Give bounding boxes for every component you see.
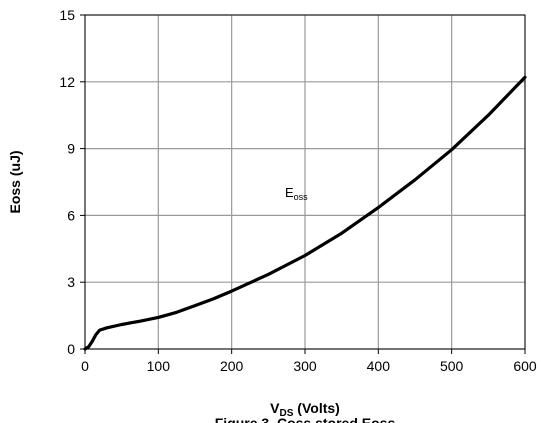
series-layer (83, 75, 527, 351)
figure-caption: Figure 3. Coss stored Eoss (215, 415, 396, 423)
y-tick-label: 15 (59, 7, 75, 23)
y-tick-label: 9 (67, 141, 75, 157)
annotation-main: E (285, 185, 294, 200)
y-tick-label: 0 (67, 341, 75, 357)
tick-labels: 0 100 200 300 400 500 600 0 3 6 9 12 15 (59, 7, 536, 374)
y-tick-label: 12 (59, 74, 75, 90)
x-tick-label: 400 (367, 358, 391, 374)
x-tick-label: 600 (513, 358, 537, 374)
annotation-sub: oss (294, 192, 309, 202)
x-axis-title: VDS (Volts) (270, 400, 340, 419)
x-tick-label: 200 (220, 358, 244, 374)
y-axis-title: Eoss (uJ) (7, 150, 23, 213)
series-annotation: Eoss (285, 185, 308, 202)
y-tick-label: 3 (67, 274, 75, 290)
plot-area-border (84, 14, 526, 350)
x-axis-title-main: V (270, 400, 280, 416)
x-tick-label: 0 (81, 358, 89, 374)
x-tick-label: 100 (147, 358, 171, 374)
x-axis-title-suffix: (Volts) (293, 400, 339, 416)
series-line-eoss (83, 75, 527, 351)
x-tick-label: 500 (440, 358, 464, 374)
x-axis-title-sub: DS (280, 408, 294, 419)
y-tick-label: 6 (67, 207, 75, 223)
grid (80, 14, 526, 354)
x-tick-label: 300 (293, 358, 317, 374)
